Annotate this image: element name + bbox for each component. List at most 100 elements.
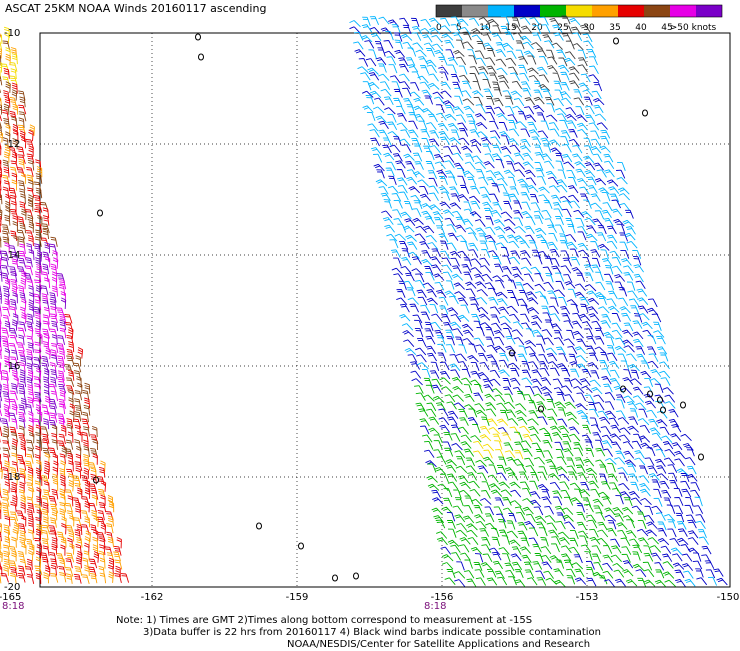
wind-barb: [397, 123, 408, 130]
wind-barb: [2, 225, 9, 234]
wind-barb: [656, 336, 665, 344]
wind-barb: [654, 563, 663, 571]
wind-barb: [435, 162, 445, 169]
wind-barb: [585, 273, 593, 281]
wind-barb: [539, 187, 550, 193]
wind-barb: [485, 112, 494, 120]
wind-barb: [496, 292, 507, 298]
wind-barb: [108, 516, 114, 526]
wind-barb: [649, 474, 660, 481]
wind-barb: [581, 545, 591, 552]
wind-barb: [439, 187, 449, 194]
wind-barb: [672, 443, 682, 450]
wind-barb: [474, 385, 482, 393]
wind-barb: [569, 538, 578, 546]
wind-barb: [409, 187, 420, 193]
wind-barb: [482, 195, 491, 203]
wind-barb: [502, 498, 511, 506]
wind-barb: [491, 323, 501, 330]
wind-barb: [420, 419, 430, 427]
wind-barb: [451, 258, 460, 266]
note-line-1: Note: 1) Times are GMT 2)Times along bot…: [116, 615, 532, 627]
wind-barb: [530, 195, 538, 203]
wind-barb: [28, 215, 33, 226]
wind-barb: [502, 554, 510, 563]
wind-barb: [397, 114, 406, 122]
wind-barb: [691, 483, 700, 491]
wind-barb: [99, 566, 105, 576]
wind-barb: [452, 82, 460, 90]
wind-barb: [469, 121, 477, 130]
wind-barb: [471, 259, 482, 266]
wind-barb: [43, 490, 50, 500]
wind-barb: [423, 146, 432, 154]
wind-barb: [602, 377, 612, 385]
wind-barb: [605, 393, 615, 401]
wind-barb: [384, 108, 395, 114]
wind-barb: [619, 435, 630, 442]
wind-barb: [565, 395, 575, 403]
wind-barb: [528, 362, 538, 370]
wind-barb: [412, 379, 423, 385]
wind-barb: [360, 73, 370, 81]
wind-barb: [399, 74, 409, 81]
wind-barb: [417, 338, 426, 346]
wind-barb: [515, 580, 525, 587]
wind-barb: [68, 328, 73, 339]
wind-barb: [444, 432, 453, 440]
wind-barb: [429, 74, 439, 81]
wind-barb: [67, 349, 74, 359]
wind-barb: [655, 570, 663, 578]
wind-barb: [440, 202, 451, 209]
wind-barb: [74, 574, 81, 583]
wind-barb: [98, 510, 105, 520]
wind-barb: [589, 529, 598, 537]
wind-barb: [550, 140, 561, 147]
wind-barb: [497, 577, 507, 585]
wind-barb: [470, 186, 480, 194]
wind-barb: [529, 411, 538, 419]
wind-barb: [517, 465, 526, 473]
wind-barb: [682, 554, 692, 561]
wind-barb: [424, 43, 434, 50]
wind-barb: [402, 324, 413, 331]
wind-barb: [400, 304, 409, 312]
wind-barb: [453, 386, 464, 392]
wind-barb: [568, 472, 577, 480]
wind-barb: [5, 411, 10, 422]
wind-barb: [610, 434, 621, 441]
wind-barb: [459, 345, 467, 354]
scale-swatch: [618, 5, 644, 17]
wind-barb: [410, 362, 419, 370]
wind-barb: [496, 50, 506, 57]
wind-barb: [667, 505, 675, 514]
wind-barb: [470, 139, 481, 145]
wind-barb: [452, 266, 461, 274]
wind-barb: [521, 323, 531, 331]
wind-barb: [573, 331, 584, 338]
wind-barb: [9, 413, 17, 422]
wind-barb: [11, 384, 17, 394]
wind-barb: [464, 449, 474, 457]
wind-barb: [76, 544, 82, 554]
wind-barb: [439, 176, 447, 184]
wind-barb: [558, 65, 569, 72]
wind-barb: [592, 91, 602, 99]
wind-barb: [509, 314, 519, 321]
wind-barb: [637, 529, 648, 536]
wind-barb: [10, 97, 17, 107]
wind-barb: [465, 154, 474, 162]
wind-barb: [370, 17, 379, 25]
wind-barb: [0, 496, 1, 505]
wind-barb: [513, 201, 521, 209]
wind-barb: [431, 490, 440, 498]
wind-barb: [485, 58, 495, 66]
wind-barb: [395, 50, 405, 57]
wind-barb: [582, 425, 590, 433]
wind-barb: [686, 515, 695, 523]
scale-swatch: [540, 5, 566, 17]
wind-barb: [521, 129, 530, 137]
island-outline: [539, 406, 544, 412]
